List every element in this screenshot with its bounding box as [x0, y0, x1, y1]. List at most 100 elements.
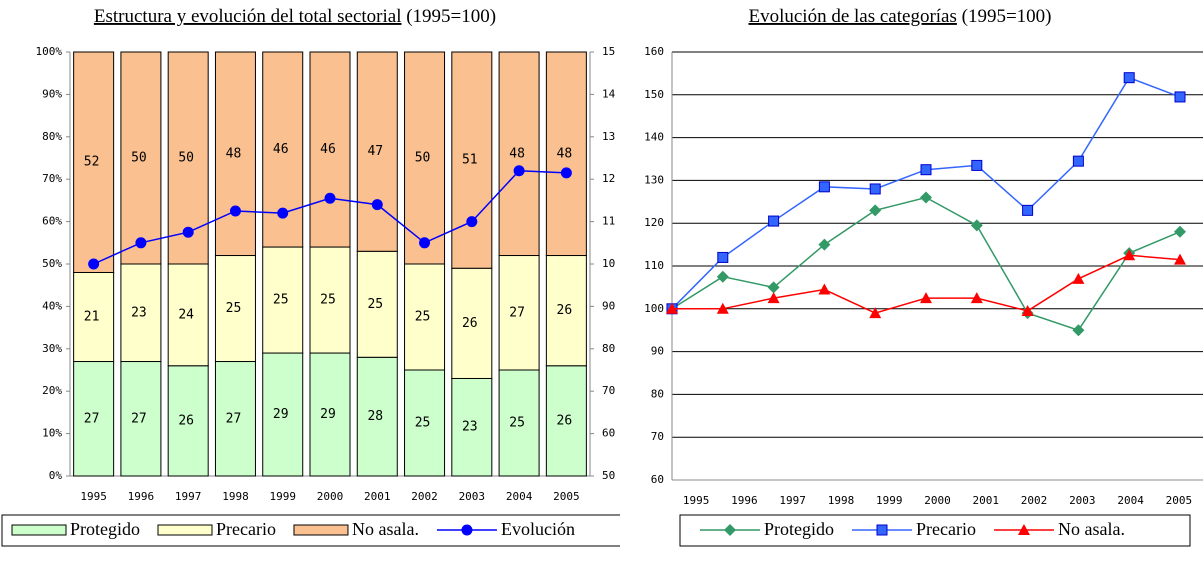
bar-segment [498, 51, 540, 257]
point [818, 181, 830, 193]
bar-segment [167, 263, 209, 367]
y-tick-label: 20% [42, 384, 62, 397]
bar-segment [309, 51, 351, 248]
point [666, 302, 678, 314]
bar-segment [356, 250, 398, 358]
y2-tick-label: 90 [602, 299, 615, 312]
data-label: 26 [462, 316, 478, 331]
x-tick-label: 1997 [779, 494, 806, 507]
bar-segment [73, 271, 115, 363]
y-tick-label: 110 [644, 259, 664, 272]
data-label: 25 [320, 293, 336, 308]
bar-segment [214, 51, 256, 257]
title-main: Evolución de las categorías [748, 6, 956, 27]
data-label: 26 [178, 413, 194, 428]
legend-label: Protegido [764, 519, 834, 539]
y2-tick-label: 70 [602, 384, 615, 397]
data-label: 47 [367, 144, 383, 159]
y-tick-label: 130 [644, 173, 664, 186]
y-tick-label: 160 [644, 45, 664, 58]
x-tick-label: 1996 [128, 490, 155, 503]
point [1174, 253, 1186, 265]
y2-tick-label: 50 [602, 469, 615, 482]
bar-segment [498, 255, 540, 371]
point [724, 524, 736, 536]
y-tick-label: 140 [644, 131, 664, 144]
y2-tick-label: 13 [602, 130, 615, 143]
x-tick-label: 2003 [1069, 494, 1096, 507]
point [716, 302, 729, 314]
legend-label: Precario [216, 519, 276, 539]
y-tick-label: 100 [644, 302, 664, 315]
x-tick-label: 2001 [364, 490, 391, 503]
data-label: 25 [367, 297, 383, 312]
data-label: 21 [84, 310, 100, 325]
legend-swatch [293, 524, 349, 536]
data-label: 23 [131, 305, 147, 320]
x-tick-label: 2000 [924, 494, 951, 507]
y-tick-label: 10% [42, 427, 62, 440]
point [920, 164, 932, 176]
y-tick-label: 30% [42, 342, 62, 355]
x-tick-label: 2003 [459, 490, 486, 503]
point [767, 281, 780, 294]
y-tick-label: 0% [49, 469, 63, 482]
y-tick-label: 90% [42, 87, 62, 100]
x-tick-label: 2005 [553, 490, 580, 503]
y-tick-label: 40% [42, 299, 62, 312]
bar-segment [309, 352, 351, 477]
chart-title: Estructura y evolución del total sectori… [94, 6, 496, 27]
point [1174, 91, 1186, 103]
point [1072, 324, 1085, 337]
data-label: 23 [462, 420, 478, 435]
bar-segment [545, 255, 587, 367]
legend-label: Evolución [501, 519, 575, 539]
y2-tick-label: 14 [602, 87, 616, 100]
x-tick-label: 1995 [80, 490, 107, 503]
y-tick-label: 90 [651, 345, 664, 358]
point [1072, 155, 1084, 167]
x-tick-label: 1999 [269, 490, 296, 503]
data-label: 46 [273, 142, 289, 157]
bar-segment [451, 377, 493, 477]
point [1072, 272, 1085, 284]
point [716, 270, 729, 283]
title-main: Estructura y evolución del total sectori… [94, 6, 402, 27]
x-tick-label: 2001 [973, 494, 1000, 507]
point [920, 191, 932, 204]
bar-segment [545, 51, 587, 257]
bar-segment [451, 267, 493, 379]
x-tick-label: 1997 [175, 490, 202, 503]
data-label: 50 [131, 151, 147, 166]
y-tick-label: 70% [42, 172, 62, 185]
point [818, 283, 831, 295]
data-label: 26 [557, 413, 573, 428]
point [229, 205, 241, 217]
chart-title: Evolución de las categorías (1995=100) [748, 6, 1051, 27]
data-label: 48 [226, 146, 242, 161]
bar-segment [545, 365, 587, 477]
x-tick-label: 1998 [828, 494, 855, 507]
data-label: 29 [320, 407, 336, 422]
point [768, 215, 780, 227]
title-note: (1995=100) [406, 6, 496, 27]
point [461, 524, 473, 536]
point [970, 219, 983, 232]
point [876, 524, 888, 536]
data-label: 52 [84, 155, 100, 170]
y-tick-label: 80% [42, 130, 62, 143]
bar-segment [214, 361, 256, 477]
x-tick-label: 2004 [506, 490, 533, 503]
bar-segment [214, 255, 256, 363]
data-label: 27 [226, 411, 242, 426]
data-label: 29 [273, 407, 289, 422]
data-label: 26 [557, 303, 573, 318]
legend-swatch [11, 524, 67, 536]
point [767, 292, 780, 304]
point [717, 251, 729, 263]
data-label: 46 [320, 142, 336, 157]
data-label: 25 [226, 301, 242, 316]
x-tick-label: 2002 [411, 490, 438, 503]
x-tick-label: 1996 [731, 494, 758, 507]
